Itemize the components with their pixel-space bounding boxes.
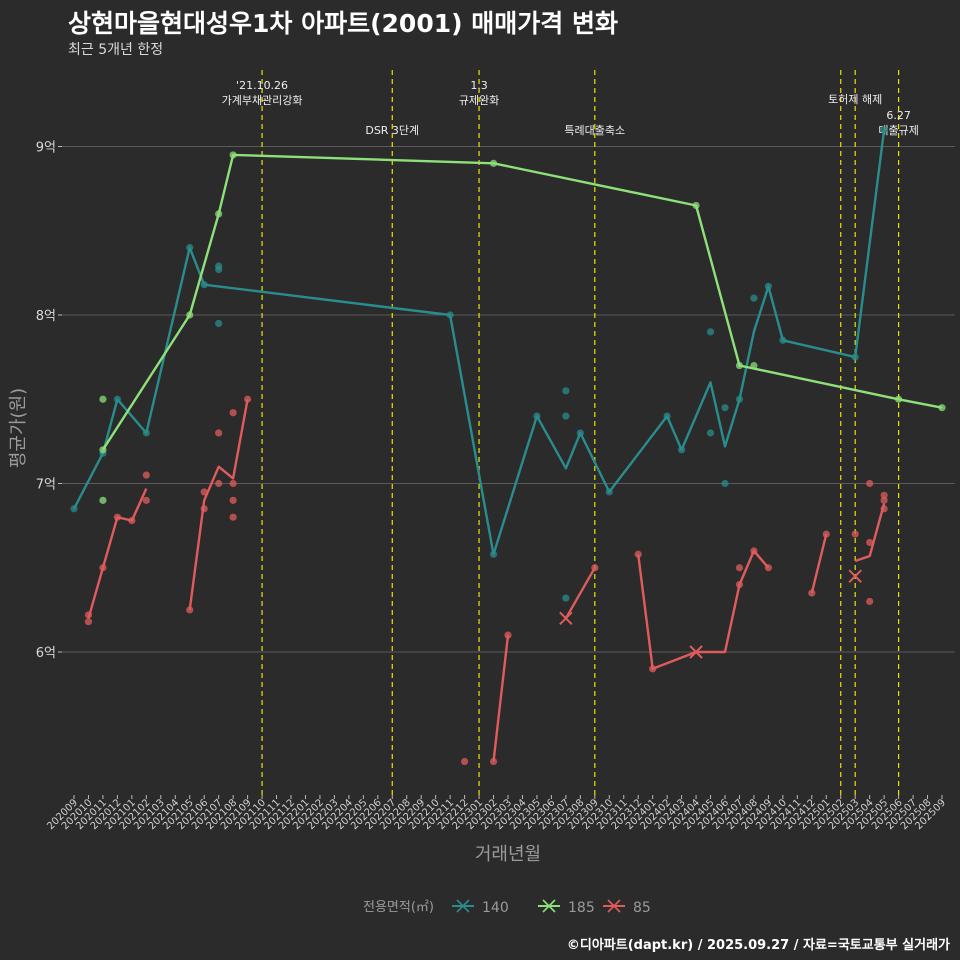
y-axis-title: 평균가(원) [8,388,29,468]
series-line [72,129,886,556]
event-label: 가계부채관리강화 [222,94,303,107]
data-point [808,589,816,597]
data-point [489,757,498,766]
data-point [142,496,150,504]
data-point [229,513,237,521]
data-point [99,395,107,403]
legend-key-cross [456,899,470,913]
event-label: 토허제 해제 [828,92,882,106]
data-point [229,409,237,417]
legend-label: 140 [482,900,509,916]
legend-label: 85 [633,900,651,916]
legend-key-cross [542,899,556,913]
y-tick-label: 6억 [36,646,56,661]
cross-marker [848,569,862,583]
event-label: 특례대출축소 [564,124,625,137]
legend-label: 185 [568,900,595,916]
series-line [564,567,596,619]
y-tick-label: 8억 [36,309,56,324]
data-point [99,496,107,504]
series-line [101,153,943,451]
legend-title: 전용면적(㎡) [363,900,434,915]
event-label: '21.10.26 [236,79,288,92]
x-axis-title: 거래년월 [475,844,541,865]
data-point [851,530,859,538]
data-point [721,404,729,412]
event-label: 대출규제 [878,124,918,137]
data-point [866,597,874,606]
data-point [215,479,223,488]
legend-key-cross [607,899,621,913]
data-point [244,395,252,403]
data-point [229,479,237,488]
data-point [866,538,874,547]
cross-marker [559,611,573,626]
data-point [866,479,874,488]
cross-marker [689,645,703,659]
series-line [188,399,249,611]
data-point [142,471,150,479]
data-point [562,387,570,395]
data-point [229,496,237,504]
data-point [880,126,888,134]
data-point [880,491,888,499]
legend: 전용면적(㎡) 140 185 85 [363,899,651,916]
data-point [562,594,570,602]
series-line [810,533,828,594]
series-line [492,635,510,762]
data-point [634,550,642,558]
series-line [637,549,770,670]
data-point [735,564,744,572]
event-label: 1.3 [470,79,488,92]
source-credit: ©디아파트(dapt.kr) / 2025.09.27 / 자료=국토교통부 실… [566,938,950,953]
event-label: 6.27 [886,109,911,122]
chart-subtitle: 최근 5개년 한정 [68,42,164,58]
data-point [880,496,888,504]
event-label: 규제완화 [459,94,499,107]
y-tick-label: 7억 [36,478,56,493]
chart-title: 상현마을현대성우1차 아파트(2001) 매매가격 변화 [68,9,618,38]
series-line [854,503,886,563]
data-point [721,479,729,488]
data-point [215,319,223,328]
data-point [504,631,512,639]
data-point [461,757,469,766]
y-tick-label: 9억 [36,141,56,156]
series-185 [99,151,946,504]
data-point [215,429,223,437]
data-point [750,294,758,302]
series-85 [84,395,888,766]
data-point [706,429,715,437]
series-140 [70,126,888,602]
data-point [562,412,570,420]
series-line [87,488,148,619]
data-point [215,262,223,270]
data-point [84,618,93,626]
data-point [706,328,715,336]
event-label: DSR 3단계 [365,124,419,137]
